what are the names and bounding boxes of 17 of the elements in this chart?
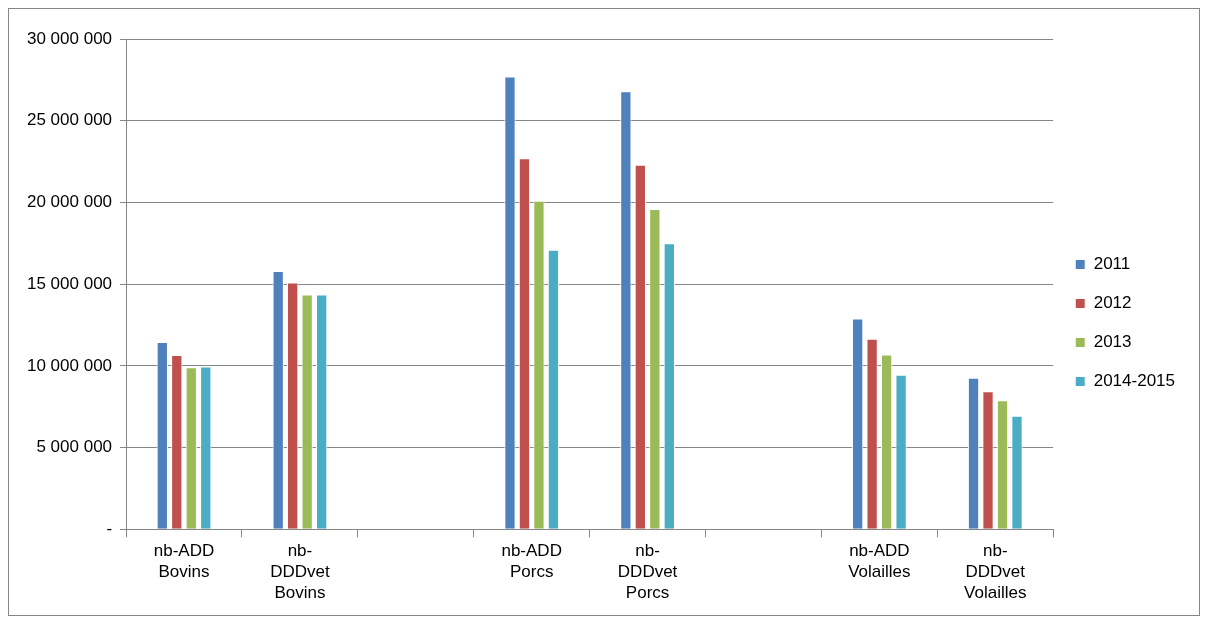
legend-label: 2012	[1093, 293, 1132, 313]
y-tick-label: 15 000 000	[26, 273, 113, 293]
x-tick-label: nb-ADD Porcs	[501, 540, 562, 581]
x-tick-label: nb-ADD Volailles	[848, 540, 911, 581]
legend-label: 2011	[1093, 254, 1131, 274]
x-tick-label: nb-DDDvet Bovins	[270, 540, 330, 603]
y-tick-label: 30 000 000	[26, 28, 113, 48]
x-tick-label: nb-ADD Bovins	[153, 540, 215, 581]
x-tick-label: nb-DDDvet Porcs	[617, 540, 678, 603]
legend-label: 2013	[1093, 332, 1132, 352]
y-tick-label: 25 000 000	[26, 110, 113, 130]
legend-label: 2014-2015	[1093, 371, 1176, 391]
x-tick-label: nb-DDDvet Volailles	[964, 540, 1027, 603]
y-tick-label: 5 000 000	[36, 437, 113, 457]
y-tick-label: 10 000 000	[26, 355, 113, 375]
y-tick-label: -	[106, 518, 113, 538]
y-tick-label: 20 000 000	[26, 192, 113, 212]
